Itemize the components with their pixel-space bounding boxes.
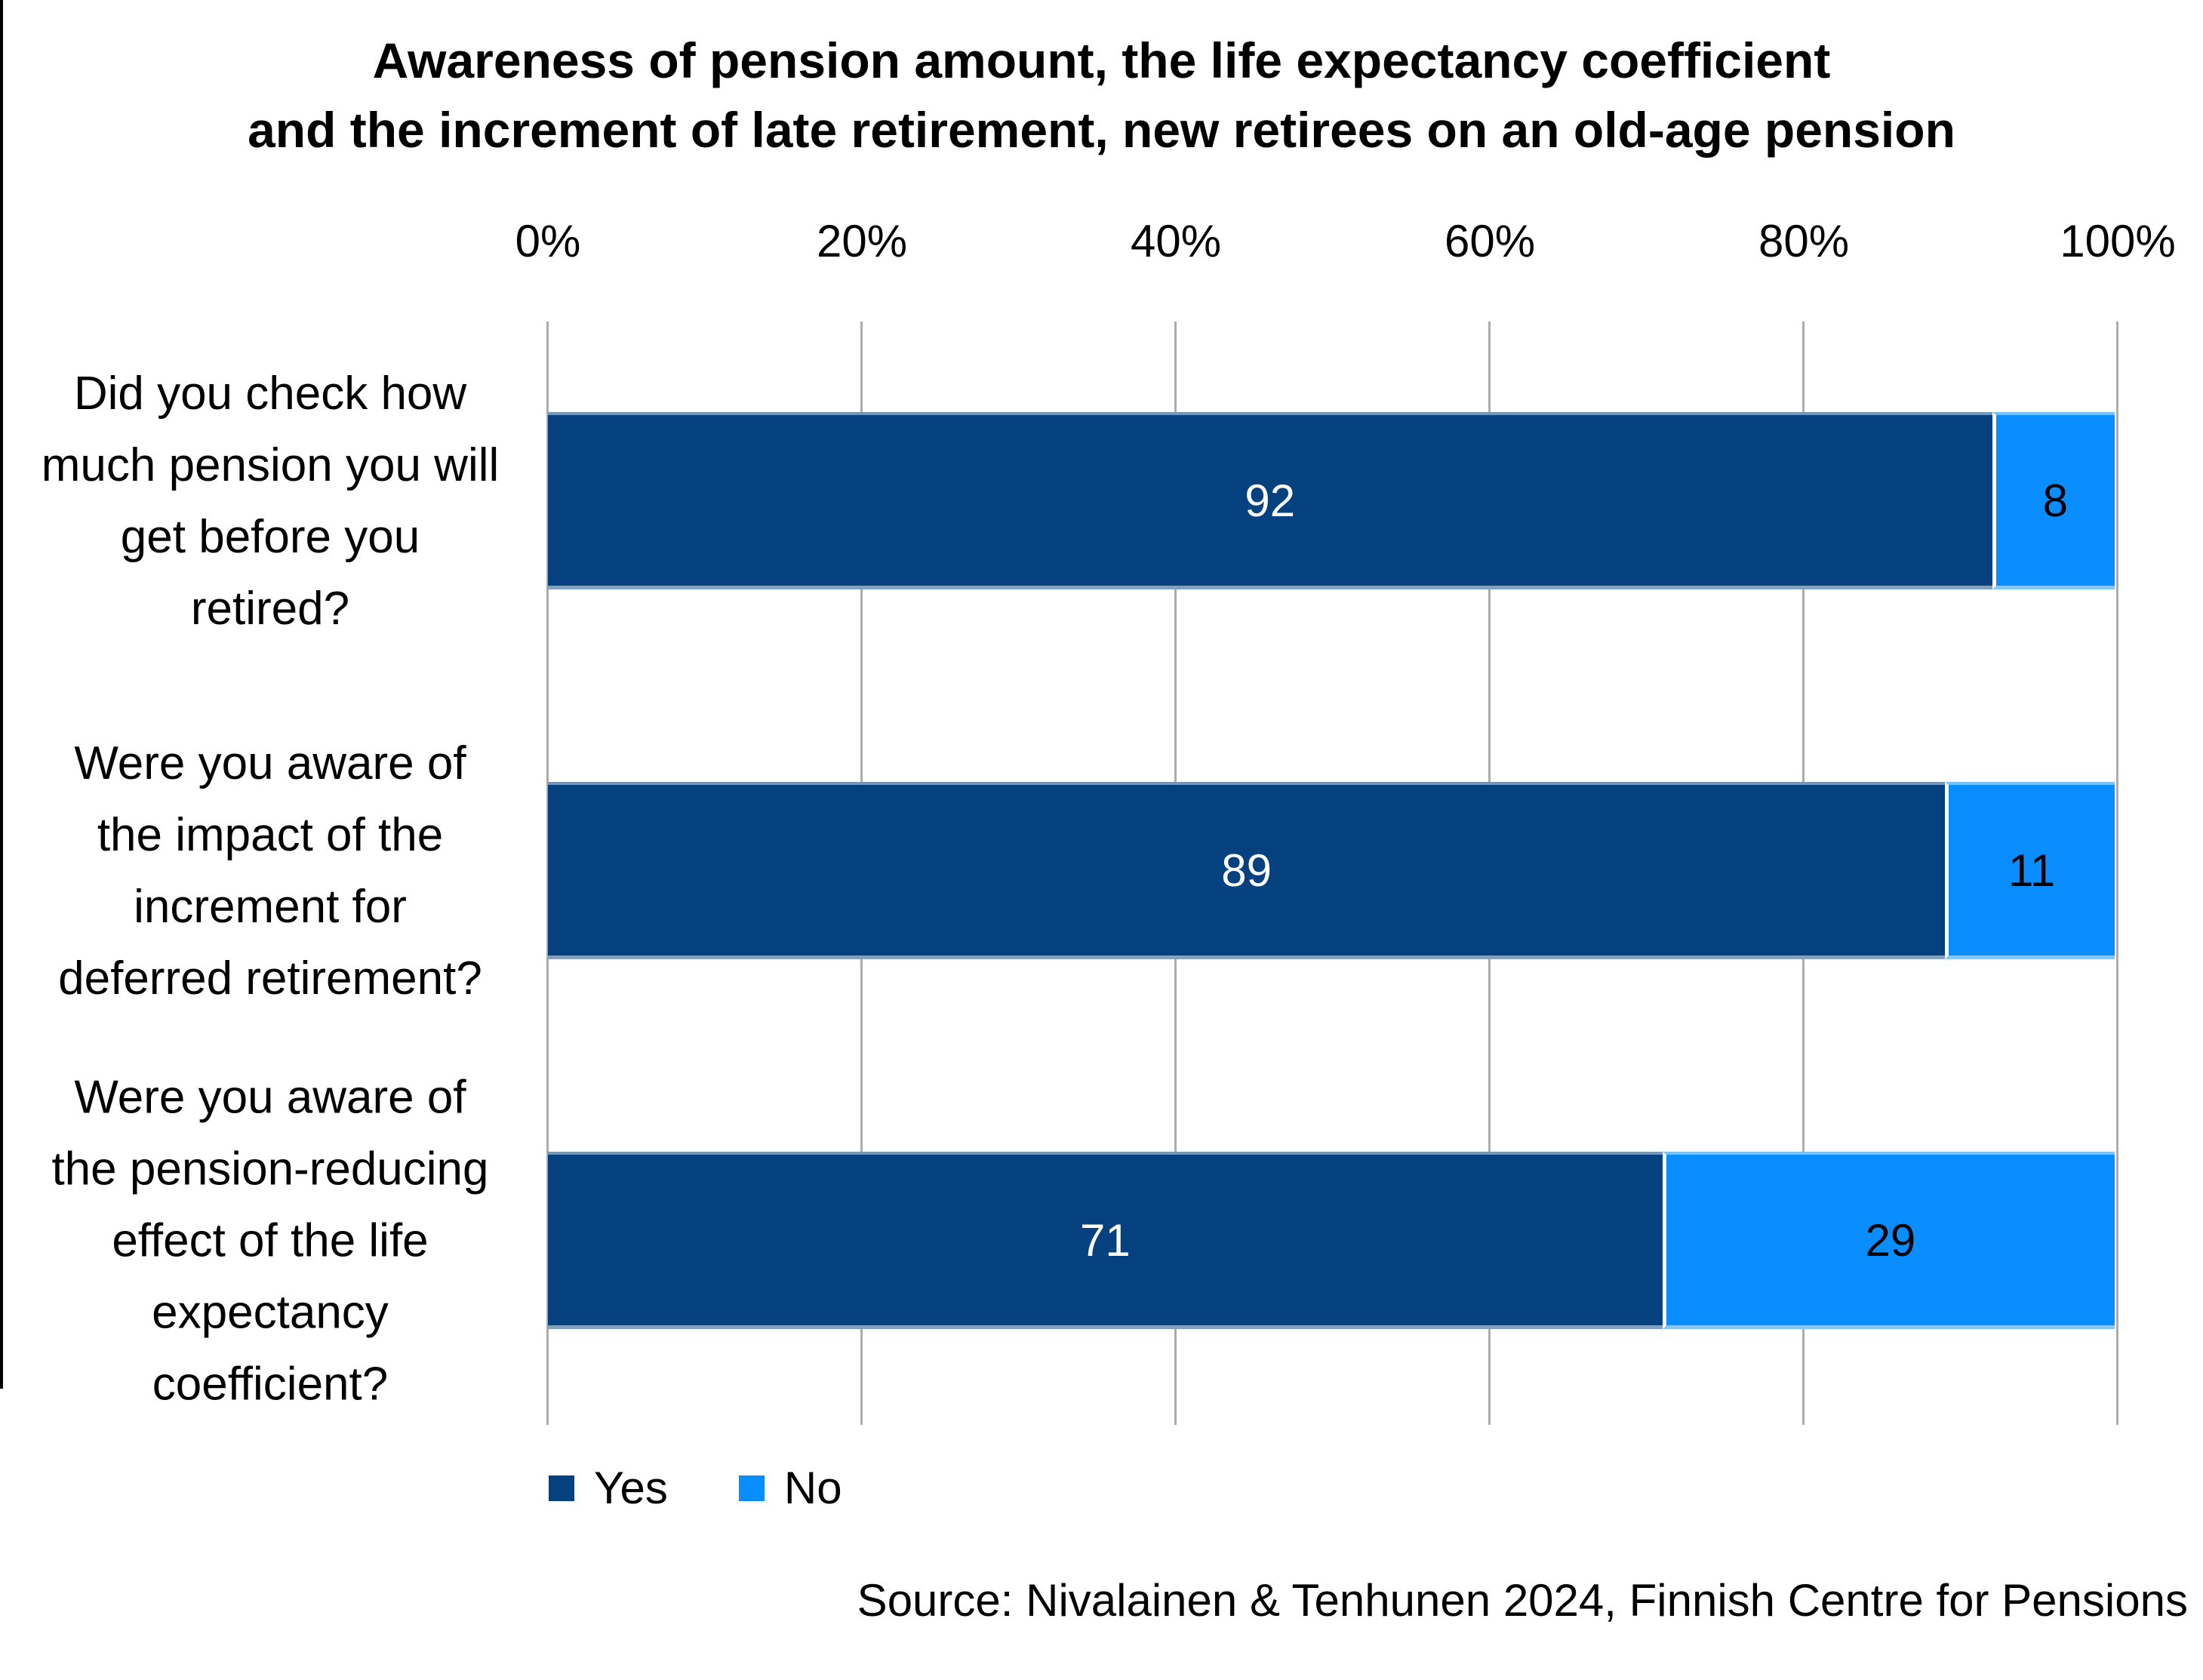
source-note: Source: Nivalainen & Tenhunen 2024, Finn… — [857, 1575, 2188, 1626]
chart-title-line2: and the increment of late retirement, ne… — [248, 102, 1955, 158]
bar-row: 71 29 — [548, 1152, 2118, 1329]
chart-title-line1: Awareness of pension amount, the life ex… — [372, 32, 1831, 88]
bar-row: 89 11 — [548, 782, 2118, 959]
legend-swatch-yes-icon — [549, 1475, 574, 1501]
x-axis-tick-20: 20% — [816, 216, 908, 266]
legend: Yes No — [549, 1466, 842, 1511]
category-label: Were you aware of the impact of the incr… — [58, 737, 482, 1005]
bar-row: 92 8 — [548, 412, 2118, 589]
x-axis-tick-60: 60% — [1444, 216, 1536, 266]
x-axis-tick-40: 40% — [1130, 216, 1222, 266]
category-label: Did you check how much pension you will … — [41, 367, 500, 635]
bar-value-label-yes: 89 — [1221, 845, 1272, 896]
legend-item-no: No — [738, 1463, 842, 1513]
bar-segment-yes: 71 — [548, 1152, 1663, 1329]
bar-value-label-yes: 92 — [1245, 475, 1296, 526]
bar-value-label-no: 29 — [1865, 1214, 1916, 1266]
legend-label-yes: Yes — [594, 1463, 668, 1513]
legend-swatch-no-icon — [738, 1475, 765, 1501]
x-axis-tick-100: 100% — [2060, 216, 2176, 266]
bar-segment-no: 29 — [1662, 1152, 2115, 1329]
bar-value-label-yes: 71 — [1080, 1214, 1131, 1266]
bar-value-label-no: 8 — [2042, 475, 2068, 526]
chart-title: Awareness of pension amount, the life ex… — [0, 26, 2203, 165]
plot-area: 92 8 89 11 71 29 — [546, 322, 2118, 1425]
bar-segment-no: 8 — [1992, 412, 2115, 589]
left-border-line — [0, 0, 3, 1389]
bar-segment-yes: 89 — [548, 782, 1946, 959]
legend-label-no: No — [783, 1463, 842, 1513]
gridline-100 — [2116, 322, 2118, 1425]
bar-segment-no: 11 — [1945, 782, 2115, 959]
x-axis-tick-80: 80% — [1758, 216, 1850, 266]
bar-value-label-no: 11 — [2008, 845, 2056, 896]
category-label: Were you aware of the pension-reducing e… — [51, 1071, 489, 1410]
bar-segment-yes: 92 — [548, 412, 1992, 589]
gridline-0 — [546, 322, 549, 1425]
legend-item-yes: Yes — [549, 1466, 668, 1511]
x-axis-tick-0: 0% — [515, 216, 581, 266]
